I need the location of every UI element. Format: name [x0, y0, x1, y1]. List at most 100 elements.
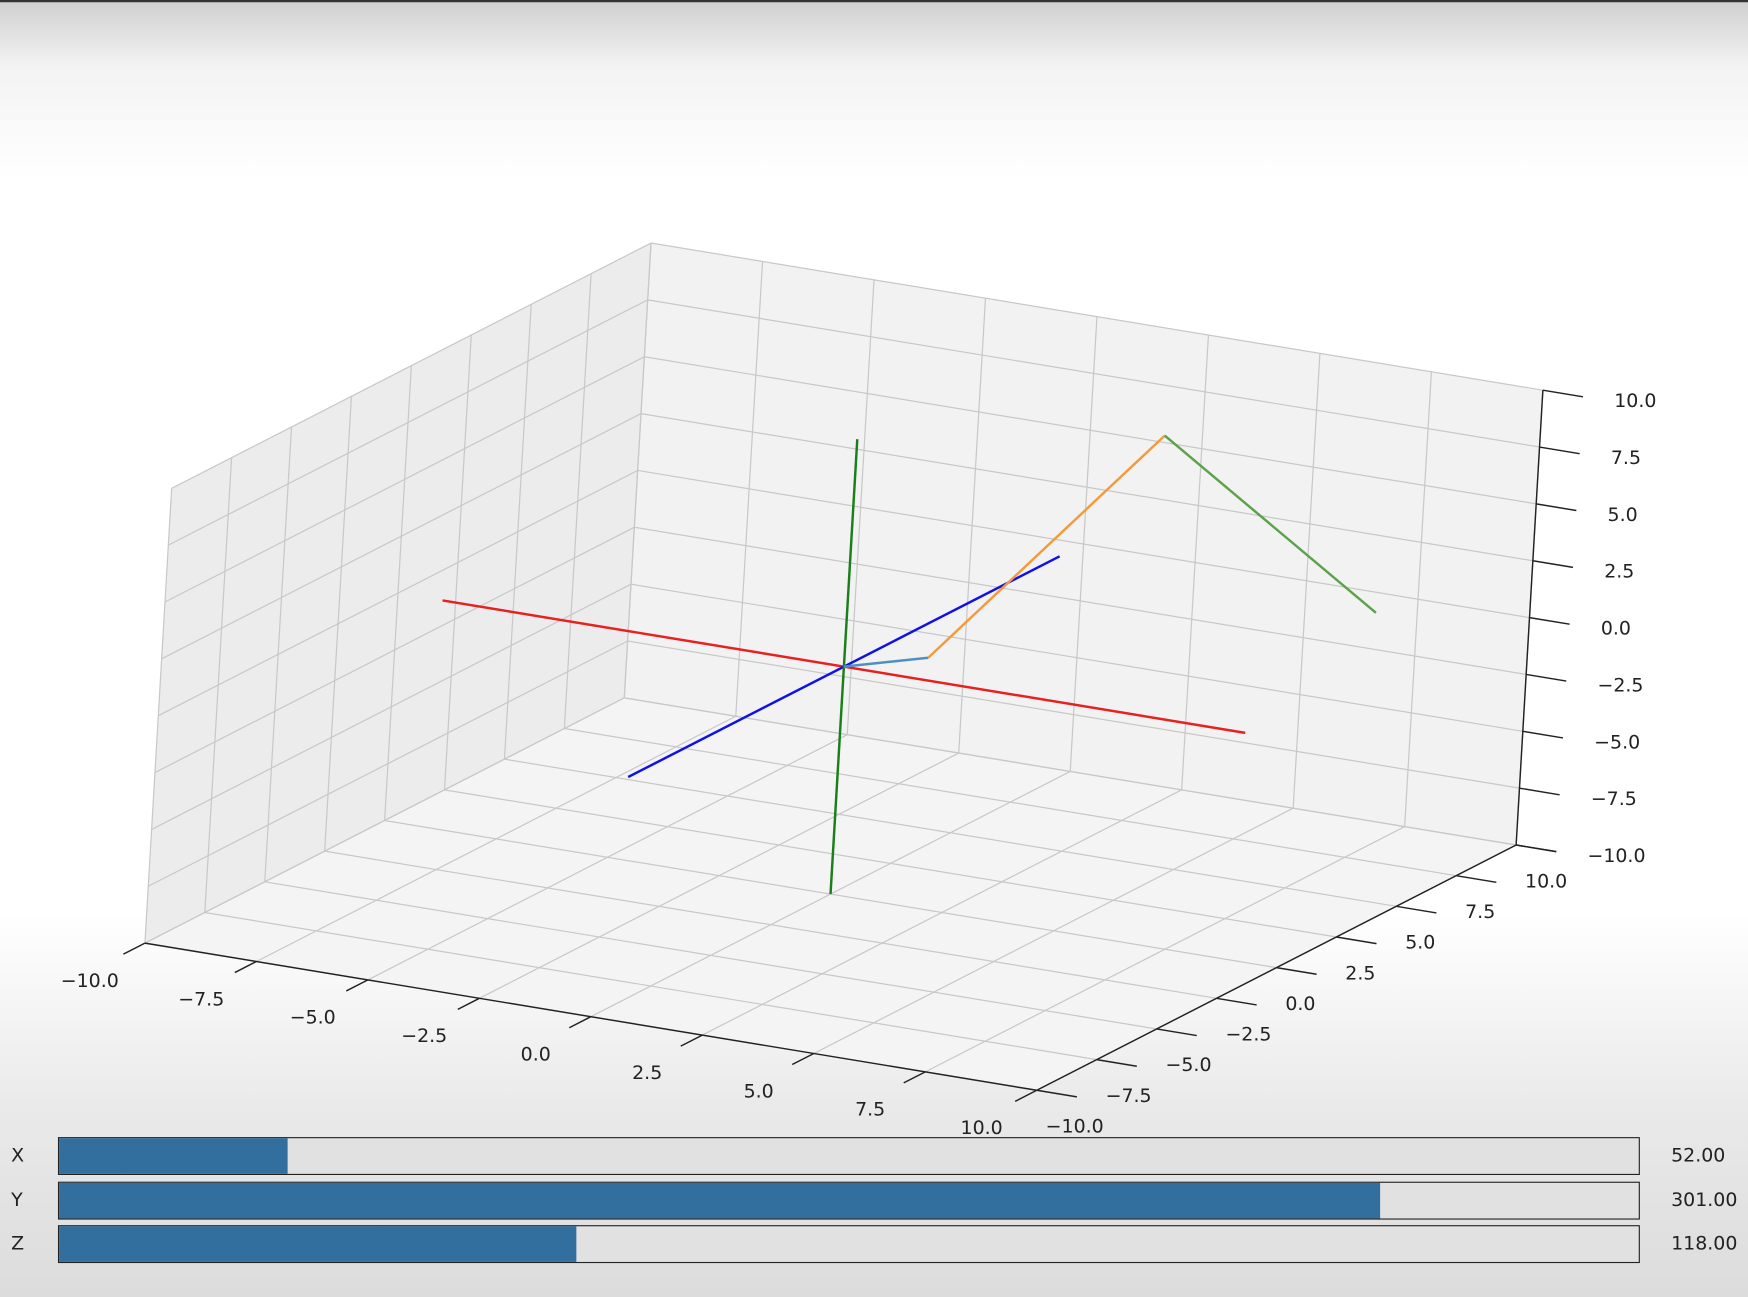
x-tick-label: 7.5 — [855, 1099, 885, 1121]
series-line-4 — [927, 434, 1166, 659]
y-tick-label: −7.5 — [1106, 1085, 1152, 1107]
x-tick-label: 2.5 — [632, 1062, 662, 1084]
z-tick — [1519, 787, 1560, 796]
z-tick — [1536, 503, 1577, 512]
x-tick — [123, 942, 146, 955]
x-tick-label: 10.0 — [961, 1117, 1003, 1139]
gridline-left-z — [168, 299, 648, 546]
x-tick-label: 5.0 — [744, 1080, 774, 1102]
y-tick-label: −10.0 — [1046, 1116, 1104, 1138]
z-tick-label: 2.5 — [1604, 561, 1634, 583]
y-tick — [1156, 1028, 1197, 1037]
gridline-left-z — [158, 469, 638, 717]
gridline-left-z — [161, 413, 642, 660]
gridline-floor-y — [564, 727, 1457, 877]
y-tick — [1216, 997, 1257, 1006]
x-tick — [345, 979, 369, 992]
gridline-back-z — [637, 469, 1530, 619]
y-tick — [1036, 1089, 1078, 1098]
gridline-left-y — [443, 334, 472, 790]
y-tick-label: 7.5 — [1465, 901, 1495, 923]
gridline-left-z — [171, 242, 652, 489]
gridline-left-y — [623, 242, 652, 698]
gridline-floor-x — [702, 789, 1182, 1036]
z-tick-label: 5.0 — [1608, 504, 1638, 526]
slider-x[interactable]: X 52.00 — [0, 1137, 1748, 1177]
gridline-left-y — [144, 488, 173, 944]
window-top-border — [0, 0, 1748, 3]
x-tick — [1014, 1089, 1038, 1102]
y-tick-label: −5.0 — [1166, 1054, 1212, 1076]
y-tick-label: 10.0 — [1525, 870, 1567, 892]
y-tick — [1396, 905, 1437, 914]
z-tick-label: −7.5 — [1591, 788, 1637, 810]
x-tick — [568, 1016, 592, 1029]
x-tick — [903, 1071, 926, 1084]
x-tick-label: −2.5 — [401, 1025, 447, 1047]
z-tick — [1529, 616, 1570, 625]
slider-y-label: Y — [11, 1189, 23, 1212]
slider-y-fill[interactable] — [59, 1182, 1380, 1219]
z-tick-label: 0.0 — [1601, 618, 1631, 640]
x-tick-label: −10.0 — [61, 970, 119, 992]
slider-x-label: X — [11, 1144, 25, 1168]
slider-z-track[interactable] — [57, 1225, 1640, 1264]
series-line-5 — [1163, 434, 1377, 614]
gridline-back-z — [644, 356, 1537, 505]
slider-x-track[interactable] — [57, 1137, 1640, 1175]
x-tick-label: −5.0 — [290, 1007, 336, 1029]
y-tick — [1456, 874, 1497, 884]
x-tick — [680, 1034, 703, 1047]
slider-z-fill[interactable] — [59, 1226, 577, 1262]
x-tick — [457, 997, 480, 1010]
z-tick-label: −2.5 — [1598, 674, 1644, 696]
y-tick-label: 0.0 — [1285, 993, 1315, 1015]
gridline-back-z — [650, 242, 1543, 391]
y-axis-line — [1036, 844, 1517, 1091]
z-tick-label: −10.0 — [1587, 845, 1645, 867]
gridline-back-x — [1404, 371, 1433, 827]
x-tick-label: −7.5 — [178, 988, 224, 1010]
gridline-back-x — [1181, 334, 1210, 790]
3d-axes[interactable]: −10.0−10.0−10.0−7.5−7.5−7.5−5.0−5.0−5.0−… — [0, 0, 1748, 1148]
gridline-floor-y — [624, 697, 1517, 846]
series-line-3 — [843, 656, 929, 668]
gridline-floor-y — [444, 789, 1337, 938]
slider-x-value: 52.00 — [1671, 1144, 1726, 1168]
x-tick — [234, 960, 257, 974]
slider-z-label: Z — [11, 1232, 25, 1256]
y-tick-label: 5.0 — [1405, 932, 1435, 954]
z-tick — [1526, 673, 1567, 682]
z-tick-label: 10.0 — [1614, 390, 1656, 412]
z-tick — [1542, 389, 1584, 398]
slider-y[interactable]: Y 301.00 — [0, 1181, 1748, 1222]
gridline-left-y — [563, 273, 592, 729]
z-tick-label: 7.5 — [1611, 447, 1641, 469]
gridline-left-z — [164, 356, 645, 603]
slider-z[interactable]: Z 118.00 — [0, 1225, 1748, 1265]
gridline-floor-x — [925, 826, 1405, 1073]
z-tick — [1522, 730, 1564, 739]
slider-z-value: 118.00 — [1671, 1232, 1738, 1256]
gridline-back-z — [640, 412, 1533, 562]
z-tick — [1539, 446, 1580, 455]
y-tick-label: −2.5 — [1225, 1024, 1271, 1046]
gridline-floor-y — [504, 758, 1397, 907]
x-tick-label: 0.0 — [521, 1044, 551, 1066]
gridline-back-z — [647, 299, 1540, 448]
gridline-left-y — [503, 304, 532, 760]
gridline-floor-x — [813, 807, 1294, 1055]
slider-y-track[interactable] — [57, 1181, 1640, 1220]
slider-x-fill[interactable] — [59, 1138, 288, 1174]
y-tick — [1276, 966, 1317, 975]
x-tick — [791, 1052, 815, 1066]
slider-y-value: 301.00 — [1671, 1189, 1738, 1212]
y-tick — [1336, 936, 1377, 945]
y-tick — [1516, 844, 1557, 853]
z-tick — [1532, 560, 1574, 569]
gridline-back-x — [1292, 353, 1321, 809]
y-tick-label: 2.5 — [1345, 962, 1375, 984]
z-tick-label: −5.0 — [1594, 731, 1640, 753]
y-tick — [1096, 1058, 1137, 1067]
